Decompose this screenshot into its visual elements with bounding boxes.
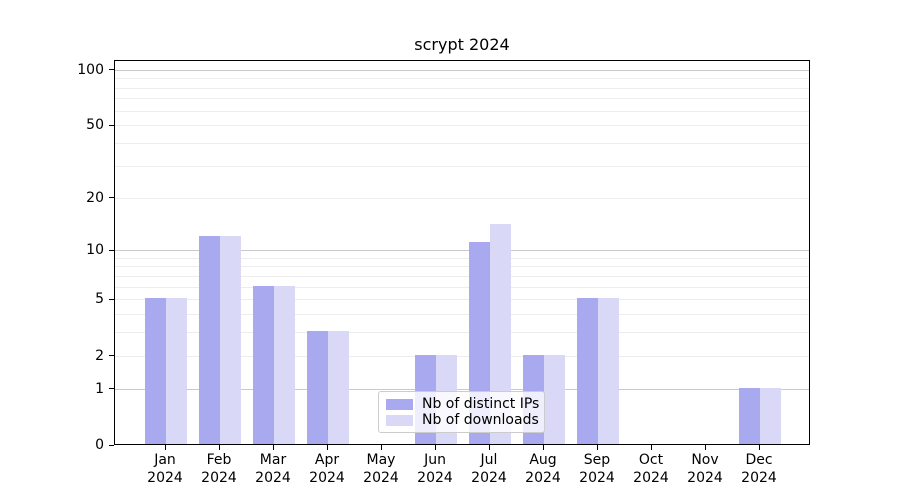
bar-mar-distinct-ips: [253, 285, 274, 444]
x-tick-label-nov: Nov 2024: [687, 452, 723, 486]
legend-label-downloads: Nb of downloads: [422, 412, 539, 428]
x-tick-label-jan: Jan 2024: [147, 452, 183, 486]
minor-gridline-9: [115, 257, 809, 259]
y-tick-mark-100: [109, 69, 114, 71]
major-gridline-100: [115, 69, 809, 71]
major-gridline-1: [115, 388, 809, 390]
bar-apr-distinct-ips: [307, 331, 328, 444]
x-tick-label-oct: Oct 2024: [633, 452, 669, 486]
x-tick-mark-mar: [273, 445, 274, 450]
x-tick-label-aug: Aug 2024: [525, 452, 561, 486]
x-tick-mark-apr: [327, 445, 328, 450]
minor-gridline-4: [115, 314, 809, 316]
y-tick-label-100: 100: [77, 61, 104, 78]
minor-gridline-90: [115, 78, 809, 80]
x-tick-label-dec: Dec 2024: [741, 452, 777, 486]
bar-sep-downloads: [598, 298, 619, 444]
bar-dec-distinct-ips: [739, 387, 760, 444]
y-tick-mark-0: [109, 444, 114, 446]
legend-item-downloads: Nb of downloads: [386, 412, 539, 428]
legend-swatch-distinct-ips: [386, 398, 413, 410]
x-tick-label-jun: Jun 2024: [417, 452, 453, 486]
y-tick-label-2: 2: [95, 347, 104, 364]
bar-feb-distinct-ips: [199, 235, 220, 444]
y-tick-mark-2: [109, 355, 114, 357]
x-tick-label-jul: Jul 2024: [471, 452, 507, 486]
x-tick-mark-sep: [597, 445, 598, 450]
bar-dec-downloads: [760, 387, 781, 444]
x-tick-mark-jan: [165, 445, 166, 450]
x-tick-mark-feb: [219, 445, 220, 450]
bar-jan-downloads: [166, 298, 187, 444]
legend-swatch-downloads: [386, 414, 413, 426]
minor-gridline-8: [115, 266, 809, 268]
major-gridline-10: [115, 250, 809, 252]
y-tick-label-20: 20: [86, 189, 104, 206]
x-tick-mark-dec: [759, 445, 760, 450]
bar-jul-downloads: [490, 223, 511, 444]
y-tick-label-0: 0: [95, 437, 104, 453]
minor-gridline-7: [115, 275, 809, 277]
x-tick-label-sep: Sep 2024: [579, 452, 615, 486]
bar-sep-distinct-ips: [577, 298, 598, 444]
legend-label-distinct-ips: Nb of distinct IPs: [422, 396, 540, 412]
minor-gridline-5: [115, 299, 809, 301]
plot-area: [114, 60, 810, 445]
x-tick-label-may: May 2024: [363, 452, 399, 486]
x-tick-mark-jul: [489, 445, 490, 450]
x-tick-label-mar: Mar 2024: [255, 452, 291, 486]
y-tick-label-5: 5: [95, 291, 104, 308]
bar-mar-downloads: [274, 285, 295, 444]
minor-gridline-40: [115, 143, 809, 145]
y-tick-mark-50: [109, 124, 114, 126]
minor-gridline-2: [115, 355, 809, 357]
minor-gridline-6: [115, 286, 809, 288]
chart-title: scrypt 2024: [414, 35, 510, 54]
x-tick-mark-jun: [435, 445, 436, 450]
legend: Nb of distinct IPs Nb of downloads: [378, 391, 545, 433]
y-tick-label-1: 1: [95, 380, 104, 397]
legend-item-distinct-ips: Nb of distinct IPs: [386, 396, 540, 412]
y-tick-label-10: 10: [86, 242, 104, 259]
x-tick-mark-nov: [705, 445, 706, 450]
x-tick-label-feb: Feb 2024: [201, 452, 237, 486]
minor-gridline-50: [115, 125, 809, 127]
bar-apr-downloads: [328, 331, 349, 444]
x-tick-mark-aug: [543, 445, 544, 450]
minor-gridline-60: [115, 110, 809, 112]
bar-aug-downloads: [544, 354, 565, 444]
bar-jan-distinct-ips: [145, 298, 166, 444]
x-tick-label-apr: Apr 2024: [309, 452, 345, 486]
bar-feb-downloads: [220, 235, 241, 444]
minor-gridline-80: [115, 87, 809, 89]
minor-gridline-3: [115, 332, 809, 334]
minor-gridline-70: [115, 98, 809, 100]
x-tick-mark-may: [381, 445, 382, 450]
y-tick-mark-20: [109, 197, 114, 198]
y-tick-mark-10: [109, 249, 114, 251]
minor-gridline-30: [115, 165, 809, 167]
y-tick-mark-5: [109, 298, 114, 300]
y-tick-mark-1: [109, 388, 114, 390]
y-tick-label-50: 50: [86, 117, 104, 134]
x-tick-mark-oct: [651, 445, 652, 450]
minor-gridline-20: [115, 197, 809, 199]
